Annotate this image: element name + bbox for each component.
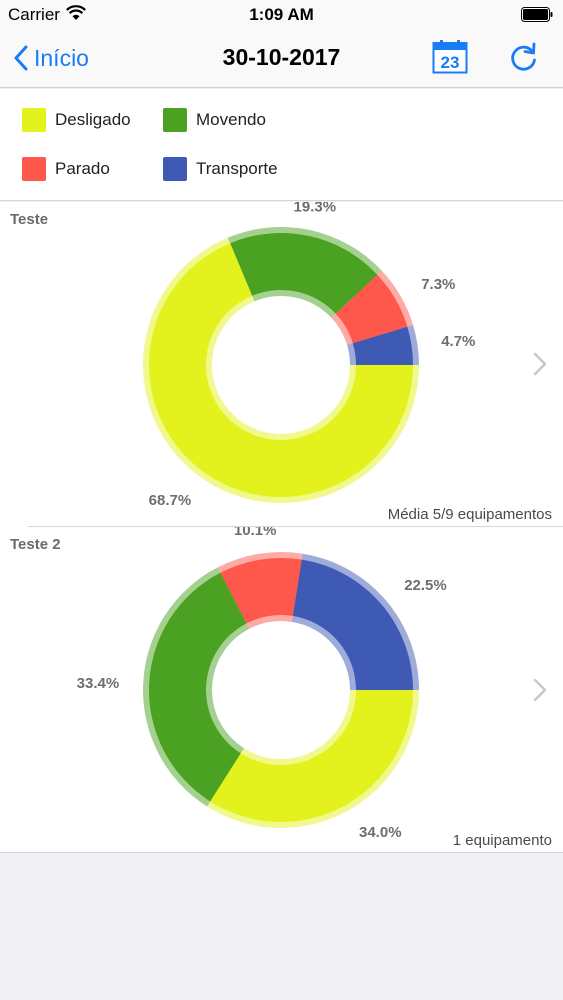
calendar-day-label: 23 — [441, 53, 460, 72]
slice-label-desligado: 68.7% — [149, 492, 192, 509]
donut-chart: 4.7% 7.3% 19.3% 68.7% — [143, 202, 475, 509]
slice-desligado — [143, 237, 419, 504]
slice-label-desligado: 34.0% — [359, 824, 402, 841]
cell-footer: Média 5/9 equipamentos — [387, 506, 552, 523]
cell-title: Teste 2 — [10, 536, 61, 553]
chart-legend: Desligado Movendo Parado Transporte — [0, 89, 563, 201]
legend-item-parado: Parado — [22, 157, 110, 181]
chevron-right-icon — [533, 678, 547, 702]
slice-label-movendo: 33.4% — [77, 675, 120, 692]
slice-label-transporte: 4.7% — [441, 333, 475, 350]
refresh-icon — [511, 42, 536, 71]
slice-movendo — [143, 567, 250, 807]
legend-swatch — [163, 108, 187, 132]
legend-swatch — [22, 157, 46, 181]
legend-label: Movendo — [196, 110, 266, 129]
slice-label-parado: 10.1% — [234, 527, 277, 539]
cell-footer: 1 equipamento — [452, 832, 552, 849]
navigation-bar: Início 30-10-2017 23 — [0, 30, 563, 88]
legend-item-desligado: Desligado — [22, 108, 131, 132]
refresh-button[interactable] — [506, 41, 540, 75]
status-bar: Carrier 1:09 AM — [0, 0, 563, 30]
carrier-label: Carrier — [8, 5, 60, 24]
slice-parado — [217, 552, 303, 629]
legend-label: Transporte — [196, 159, 278, 178]
legend-swatch — [22, 108, 46, 132]
slice-movendo — [227, 227, 382, 318]
legend-label: Desligado — [55, 110, 131, 129]
donut-chart: 22.5% 10.1% 33.4% 34.0% — [77, 527, 447, 841]
clock: 1:09 AM — [249, 5, 314, 24]
chevron-right-icon — [533, 352, 547, 376]
cell-title: Teste — [10, 211, 49, 228]
slice-transporte — [291, 553, 419, 690]
legend-swatch — [163, 157, 187, 181]
slice-transporte — [347, 324, 419, 365]
chart-cell-teste-2[interactable]: 22.5% 10.1% 33.4% 34.0% Teste 2 1 equipamen… — [0, 527, 563, 853]
chevron-left-icon — [14, 45, 28, 71]
slice-desligado — [207, 690, 419, 828]
slice-label-movendo: 19.3% — [294, 202, 337, 216]
back-button[interactable]: Início — [14, 41, 89, 75]
calendar-button[interactable]: 23 — [432, 40, 468, 74]
legend-item-transporte: Transporte — [163, 157, 278, 181]
back-button-label: Início — [34, 44, 89, 71]
slice-label-transporte: 22.5% — [404, 577, 447, 594]
cell-separator — [28, 526, 563, 527]
legend-item-movendo: Movendo — [163, 108, 266, 132]
wifi-icon — [66, 5, 86, 20]
battery-icon — [521, 7, 553, 22]
calendar-icon: 23 — [432, 40, 468, 74]
slice-label-parado: 7.3% — [421, 276, 455, 293]
slice-parado — [331, 270, 414, 345]
legend-label: Parado — [55, 159, 110, 178]
chart-cell-teste[interactable]: 4.7% 7.3% 19.3% 68.7% Teste Média 5/9 equip… — [0, 202, 563, 527]
